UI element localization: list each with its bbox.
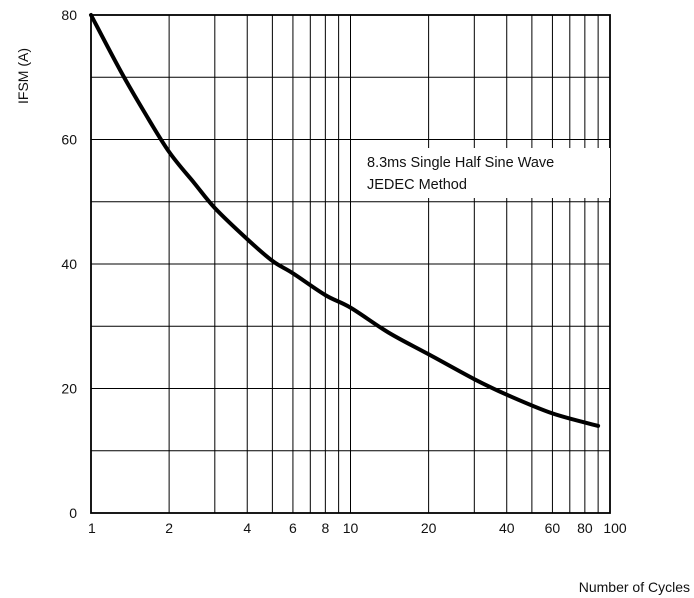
annotation-line-2: JEDEC Method [367, 177, 467, 193]
x-tick-label: 6 [289, 520, 297, 536]
x-tick-label: 10 [343, 520, 359, 536]
x-tick-label: 20 [421, 520, 437, 536]
y-tick-labels: 0 20 40 60 80 [61, 7, 77, 521]
annotation-background [360, 148, 610, 198]
grid [91, 15, 610, 513]
x-tick-label: 2 [165, 520, 173, 536]
annotation-line-1: 8.3ms Single Half Sine Wave [367, 155, 554, 171]
y-axis-title: IFSM (A) [15, 48, 31, 104]
y-tick-label: 40 [61, 256, 77, 272]
series-line [89, 13, 601, 428]
y-tick-label: 60 [61, 132, 77, 148]
y-tick-label: 20 [61, 381, 77, 397]
y-tick-label: 80 [61, 7, 77, 23]
x-tick-label: 1 [88, 520, 96, 536]
x-axis-title: Number of Cycles [579, 579, 690, 595]
x-tick-labels: 1 2 4 6 8 10 20 40 60 80 100 [88, 520, 627, 536]
series-points [90, 14, 600, 428]
x-tick-label: 4 [243, 520, 251, 536]
x-tick-label: 80 [577, 520, 593, 536]
x-tick-label: 8 [321, 520, 329, 536]
plot-frame [90, 14, 611, 514]
y-tick-label: 0 [69, 505, 77, 521]
x-tick-label: 60 [545, 520, 561, 536]
x-tick-label: 40 [499, 520, 515, 536]
x-tick-label: 100 [603, 520, 627, 536]
